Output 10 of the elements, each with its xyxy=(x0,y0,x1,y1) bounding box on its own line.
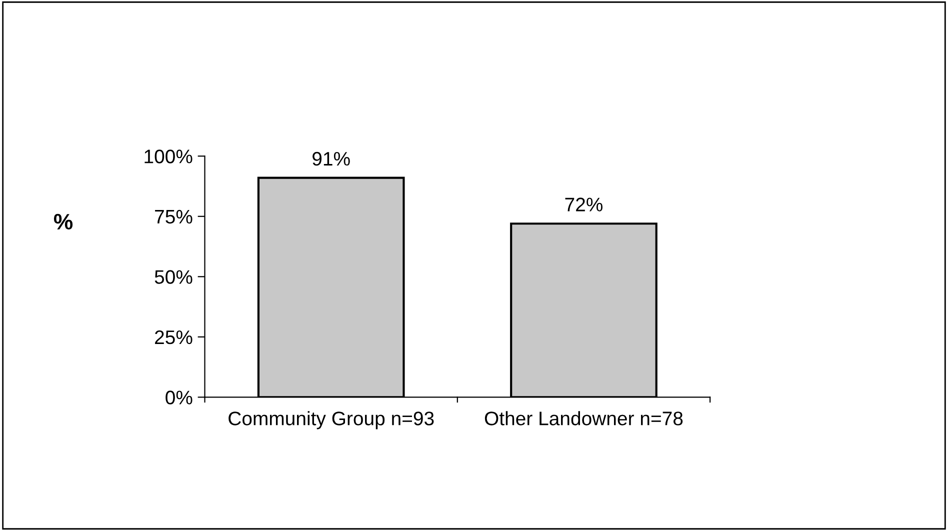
y-tick-label: 100% xyxy=(144,150,192,164)
y-axis-title: % xyxy=(54,214,73,230)
data-label: 72% xyxy=(565,198,602,212)
y-tick-label: 25% xyxy=(155,330,192,344)
x-tick-label: Other Landowner n=78 xyxy=(484,411,683,426)
y-tick-label: 0% xyxy=(166,390,192,404)
y-tick-label: 75% xyxy=(155,210,192,224)
x-tick-label: Community Group n=93 xyxy=(228,411,434,430)
data-label: 91% xyxy=(312,152,350,166)
y-tick-label: 50% xyxy=(154,270,192,284)
